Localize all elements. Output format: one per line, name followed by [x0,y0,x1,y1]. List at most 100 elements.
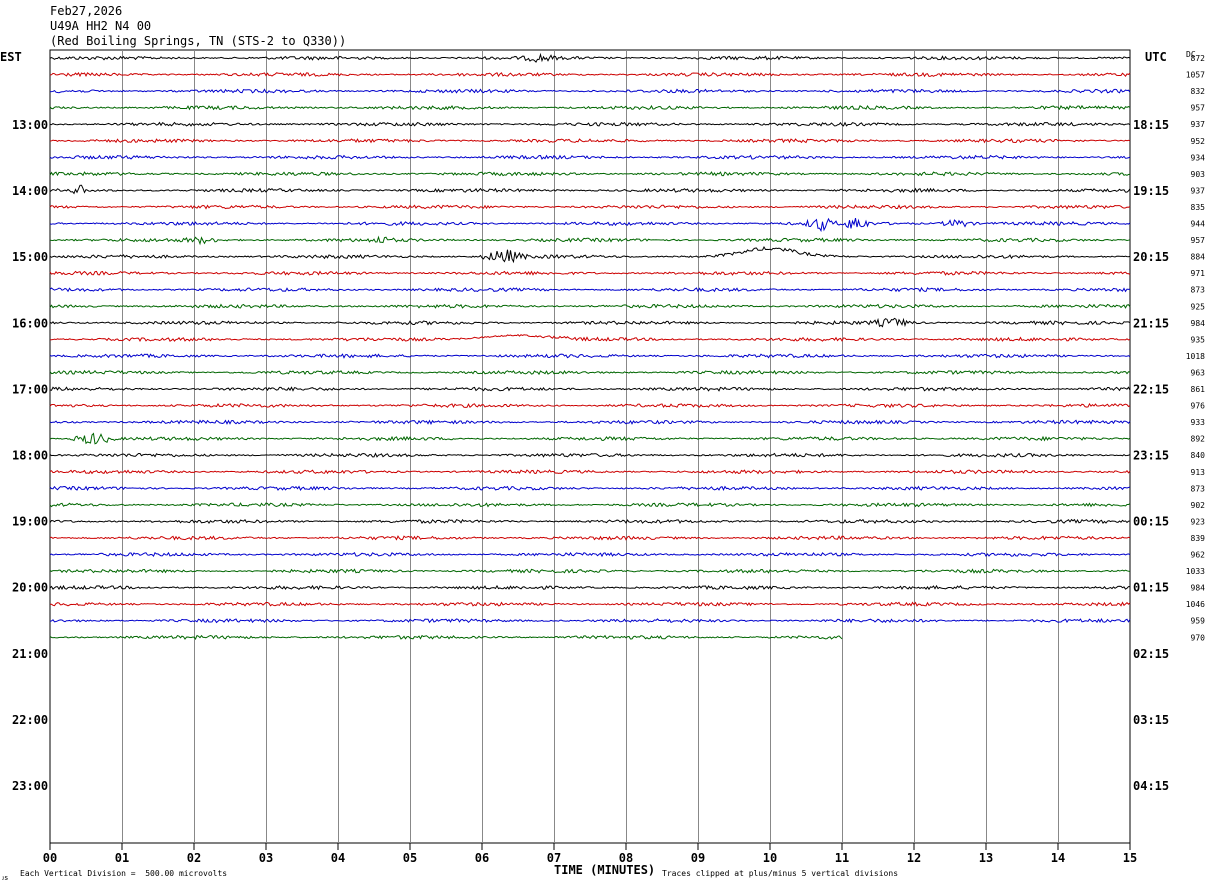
seismic-trace [49,217,1131,233]
dc-value-label: 873 [1191,484,1206,493]
clip-note: Traces clipped at plus/minus 5 vertical … [662,869,898,878]
left-time-label: 13:00 [12,118,48,132]
seismic-trace [49,535,1131,541]
left-time-label: 19:00 [12,515,48,529]
plot-frame [49,49,1131,844]
x-tick-label: 05 [403,851,417,865]
seismic-trace [49,104,1131,111]
seismic-trace [49,171,1131,177]
x-tick-label: 10 [763,851,777,865]
dc-value-label: 957 [1191,104,1206,113]
seismic-trace [49,485,1131,492]
left-time-label: 15:00 [12,250,48,264]
seismic-trace [49,618,1131,624]
x-tick-label: 11 [835,851,849,865]
seismic-trace [49,386,1131,392]
x-tick-label: 00 [43,851,57,865]
x-axis-title: TIME (MINUTES) [554,863,655,877]
dc-value-label: 923 [1191,517,1206,526]
dc-value-label: 984 [1191,319,1206,328]
dc-value-label: 884 [1191,253,1206,262]
dc-value-label: 903 [1191,170,1206,179]
location-label: (Red Boiling Springs, TN (STS-2 to Q330)… [50,34,346,48]
dc-value-label: 971 [1191,269,1206,278]
left-time-label: 18:00 [12,449,48,463]
x-tick-label: 09 [691,851,705,865]
seismic-trace [49,634,843,640]
seismic-trace [49,369,1131,376]
seismic-trace [49,452,1131,458]
station-label: U49A HH2 N4 00 [50,19,151,33]
dc-value-label: 1057 [1186,71,1205,80]
x-tick-label: 03 [259,851,273,865]
seismic-trace [49,432,1131,445]
x-tick-label: 15 [1123,851,1137,865]
right-time-label: 02:15 [1133,647,1169,661]
right-time-label: 01:15 [1133,581,1169,595]
dc-value-label: 970 [1191,633,1206,642]
dc-value-label: 937 [1191,120,1206,129]
division-note: Each Vertical Division = 500.00 microvol… [20,869,227,878]
seismic-trace [49,334,1131,342]
x-tick-label: 01 [115,851,129,865]
seismic-trace [49,568,1131,574]
corner-mark: ᴊs [2,874,8,882]
seismic-trace [49,270,1131,276]
dc-value-label: 902 [1191,501,1206,510]
right-time-label: 19:15 [1133,184,1169,198]
right-time-label: 04:15 [1133,779,1169,793]
x-axis-ticks: 00 01 02 03 04 05 06 07 08 09 10 11 12 13 14 15 [43,843,1137,865]
seismic-trace [49,303,1131,309]
dc-value-label: 957 [1191,236,1206,245]
dc-value-label: 937 [1191,186,1206,195]
seismic-trace [49,518,1131,525]
dc-label: DC [1186,50,1196,59]
seismic-trace [49,71,1131,78]
right-time-label: 00:15 [1133,515,1169,529]
dc-value-label: 839 [1191,534,1206,543]
dc-value-label: 959 [1191,617,1206,626]
dc-value-label: 933 [1191,418,1206,427]
right-time-label: 22:15 [1133,382,1169,396]
seismic-trace [49,317,1131,328]
left-time-label: 21:00 [12,647,48,661]
dc-value-label: 925 [1191,302,1206,311]
seismic-trace [49,551,1131,558]
right-time-label: 23:15 [1133,449,1169,463]
dc-value-label: 962 [1191,551,1206,560]
right-time-labels: 18:15 19:15 20:15 21:15 22:15 23:15 00:15 01:15… [1133,118,1169,793]
seismic-trace [49,286,1131,293]
x-tick-label: 07 [547,851,561,865]
dc-value-label: 976 [1191,402,1206,411]
dc-values: 872 1057 832 957 937 952 934 903 937 835 944 957 884… [1186,54,1205,642]
dc-value-label: 913 [1191,468,1206,477]
left-time-label: 14:00 [12,184,48,198]
dc-value-label: 984 [1191,584,1206,593]
seismic-trace [49,204,1131,210]
x-tick-label: 14 [1051,851,1065,865]
seismic-trace [49,121,1131,127]
date-label: Feb27,2026 [50,4,122,18]
dc-value-label: 1046 [1186,600,1205,609]
dc-value-label: 832 [1191,87,1206,96]
right-time-label: 20:15 [1133,250,1169,264]
dc-value-label: 963 [1191,368,1206,377]
right-timezone-label: UTC [1145,50,1167,64]
right-time-label: 21:15 [1133,316,1169,330]
traces [49,52,1131,640]
x-tick-label: 06 [475,851,489,865]
left-time-labels: 13:00 14:00 15:00 16:00 17:00 18:00 19:00 20:00… [12,118,48,793]
right-time-label: 18:15 [1133,118,1169,132]
x-tick-label: 08 [619,851,633,865]
right-time-label: 03:15 [1133,713,1169,727]
x-tick-label: 04 [331,851,345,865]
x-tick-label: 02 [187,851,201,865]
left-time-label: 22:00 [12,713,48,727]
seismic-trace [49,154,1131,160]
left-time-label: 23:00 [12,779,48,793]
grid [49,49,1131,844]
seismic-trace [49,52,1131,63]
dc-value-label: 1018 [1186,352,1205,361]
seismic-trace [49,88,1131,94]
